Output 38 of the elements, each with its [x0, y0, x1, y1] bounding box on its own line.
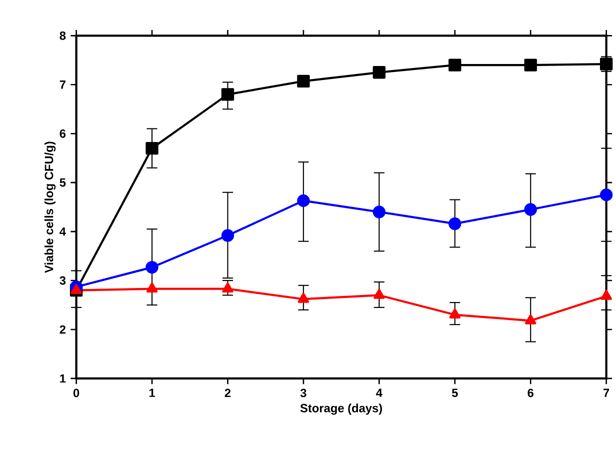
point [372, 66, 386, 79]
x-tick-label: 7 [604, 388, 610, 398]
point [298, 292, 310, 303]
point [448, 217, 462, 230]
x-tick-label: 6 [528, 388, 534, 398]
point [146, 261, 158, 274]
point [448, 58, 462, 72]
point [374, 288, 385, 300]
point [146, 142, 158, 155]
point [221, 229, 234, 242]
point [70, 284, 82, 294]
y-tick-label: 5 [60, 178, 66, 187]
y-tick-label: 4 [60, 228, 66, 236]
x-tick-label: 4 [376, 388, 382, 398]
y-tick-label: 1 [60, 374, 66, 383]
point [524, 58, 537, 72]
y-tick-label: 6 [60, 130, 66, 138]
point [146, 282, 158, 293]
x-tick-label: 1 [149, 388, 155, 398]
y-tick-label: 3 [60, 276, 66, 285]
y-tick-label: 7 [60, 80, 66, 89]
point [600, 188, 613, 202]
y-axis-title: Viable cells (log CFU/g) [44, 142, 56, 274]
x-tick-label: 5 [452, 388, 458, 398]
point [372, 206, 386, 218]
point [297, 194, 310, 208]
x-axis-title: Storage (days) [300, 404, 382, 415]
x-tick-label: 3 [300, 388, 306, 398]
y-tick-label: 8 [60, 32, 66, 40]
x-tick-label: 0 [73, 388, 80, 398]
point [221, 88, 234, 101]
point [524, 203, 537, 216]
y-tick-label: 2 [60, 325, 66, 334]
x-tick-label: 2 [224, 388, 231, 398]
point [449, 308, 461, 319]
point [297, 74, 310, 88]
point [524, 314, 536, 324]
point [600, 290, 612, 300]
